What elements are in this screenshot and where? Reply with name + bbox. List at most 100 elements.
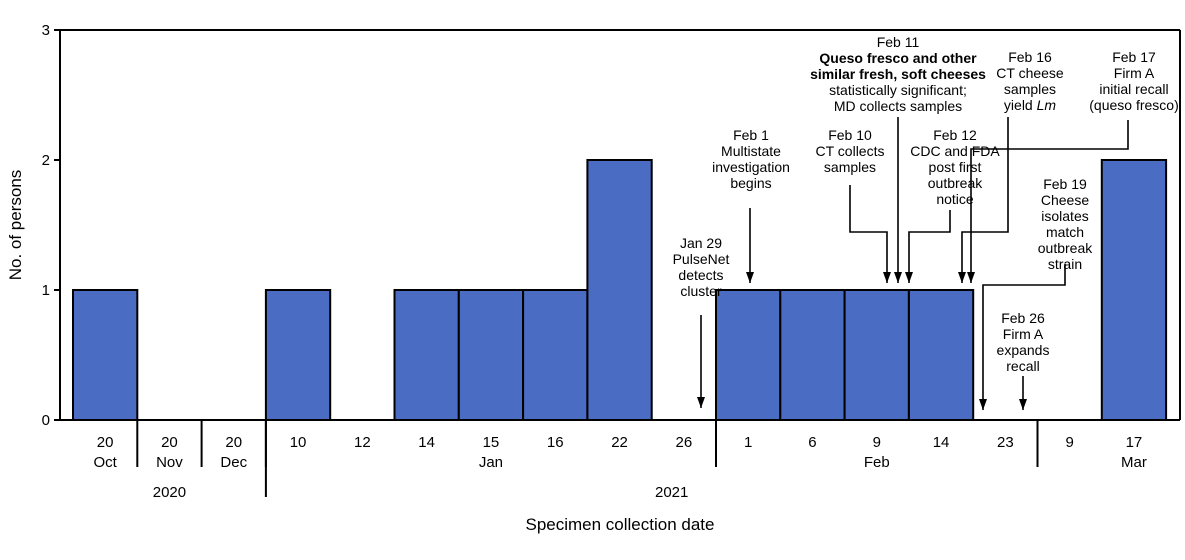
annotation-line: (queso fresco) — [1089, 97, 1178, 113]
x-tick-label-8: 22 — [611, 434, 628, 451]
annotation-line: Feb 11 — [877, 34, 920, 50]
x-tick-label-1: 20 — [161, 434, 178, 451]
annotation-leader-line — [970, 120, 1129, 283]
month-label-oct: Oct — [93, 454, 117, 471]
annotation-line: samples — [824, 159, 876, 175]
annotation-leader-line — [849, 185, 888, 283]
annotation-line: Feb 19 — [1043, 176, 1087, 192]
annotation-line: Jan 29 — [680, 235, 722, 251]
x-tick-label-10: 1 — [744, 434, 752, 451]
annotation-line: notice — [936, 191, 974, 207]
y-tick-label: 1 — [42, 282, 50, 299]
annotation-arrowhead — [746, 272, 754, 283]
x-tick-label-4: 12 — [354, 434, 371, 451]
month-label-dec: Dec — [220, 454, 247, 471]
x-tick-label-15: 9 — [1065, 434, 1073, 451]
annotation-arrowhead — [1019, 399, 1027, 410]
annotation-arrowhead — [883, 272, 891, 283]
x-axis-label: Specimen collection date — [525, 515, 714, 534]
x-tick-label-16: 17 — [1126, 434, 1143, 451]
bar-10 — [715, 289, 782, 421]
bar-11 — [779, 289, 846, 421]
annotation-line: similar fresh, soft cheeses — [810, 66, 986, 82]
y-tick-label: 3 — [42, 22, 50, 39]
bar-0 — [72, 289, 139, 421]
annotation-line: Feb 17 — [1112, 49, 1156, 65]
bar-8 — [586, 159, 653, 421]
x-tick-label-0: 20 — [97, 434, 114, 451]
annotation-line: Firm A — [1003, 326, 1044, 342]
annotation-line: Feb 1 — [733, 127, 769, 143]
annotation-arrowhead — [979, 399, 987, 410]
annotation-line: initial recall — [1099, 81, 1168, 97]
annotation-line: post first — [929, 159, 982, 175]
annotation-line: samples — [1004, 81, 1056, 97]
x-tick-label-5: 14 — [418, 434, 435, 451]
x-tick-label-12: 9 — [873, 434, 881, 451]
annotation-leader-line — [908, 210, 951, 283]
annotation-line: match — [1046, 224, 1084, 240]
annotation-arrowhead — [697, 397, 705, 408]
annotation-leader-line — [961, 117, 1009, 283]
annotation-line: investigation — [712, 159, 790, 175]
year-label-2021: 2021 — [655, 484, 688, 501]
bar-5 — [393, 289, 460, 421]
annotation-line: outbreak — [1038, 240, 1093, 256]
annotation-line: Feb 16 — [1008, 49, 1052, 65]
annotation-line: CT cheese — [996, 65, 1064, 81]
annotation-line: Multistate — [721, 143, 781, 159]
month-label-nov: Nov — [156, 454, 183, 471]
annotation-line: begins — [730, 175, 771, 191]
annotation-line: detects — [678, 267, 723, 283]
annotation-line: PulseNet — [673, 251, 730, 267]
x-tick-label-7: 16 — [547, 434, 564, 451]
x-tick-label-9: 26 — [676, 434, 693, 451]
annotation-line: MD collects samples — [834, 98, 962, 114]
annotation-arrowhead — [967, 272, 975, 283]
x-tick-label-6: 15 — [483, 434, 500, 451]
x-tick-label-11: 6 — [808, 434, 816, 451]
month-label-mar: Mar — [1121, 454, 1147, 471]
bar-12 — [843, 289, 910, 421]
x-tick-label-2: 20 — [225, 434, 242, 451]
year-label-2020: 2020 — [153, 484, 186, 501]
annotation-arrowhead — [958, 272, 966, 283]
annotation-line: CT collects — [816, 143, 885, 159]
annotation-line: Feb 12 — [933, 127, 977, 143]
y-tick-label: 2 — [42, 152, 50, 169]
annotation-italic: Lm — [1037, 97, 1057, 113]
x-tick-label-13: 14 — [933, 434, 950, 451]
month-label-feb: Feb — [864, 454, 890, 471]
annotation-line: Queso fresco and other — [819, 50, 977, 66]
annotation-line: outbreak — [928, 175, 983, 191]
x-tick-label-3: 10 — [290, 434, 307, 451]
annotation-line: cluster — [680, 283, 722, 299]
y-tick-label: 0 — [42, 412, 50, 429]
month-label-jan: Jan — [479, 454, 503, 471]
annotation-line: Cheese — [1041, 192, 1089, 208]
annotation-line: Firm A — [1114, 65, 1155, 81]
annotation-line: Feb 10 — [828, 127, 872, 143]
annotation-line: statistically significant; — [829, 82, 967, 98]
annotation-line: expands — [997, 342, 1050, 358]
x-tick-label-14: 23 — [997, 434, 1014, 451]
bar-13 — [907, 289, 975, 421]
bar-16 — [1100, 159, 1168, 421]
bar-3 — [264, 289, 332, 421]
annotation-line: recall — [1006, 358, 1039, 374]
y-axis-label: No. of persons — [6, 170, 25, 281]
annotation-line: isolates — [1041, 208, 1088, 224]
bars-group — [72, 159, 1168, 421]
annotation-leader-line — [982, 264, 1066, 410]
